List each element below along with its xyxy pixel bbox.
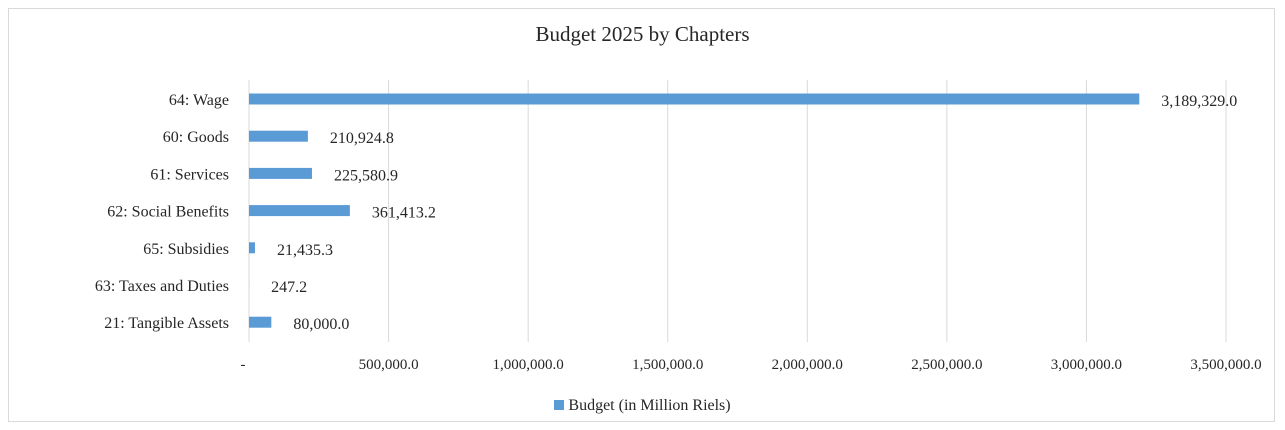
data-label: 225,580.9 — [334, 167, 398, 184]
chart-title: Budget 2025 by Chapters — [535, 22, 750, 46]
legend-label: Budget (in Million Riels) — [568, 397, 731, 414]
bar — [249, 316, 272, 328]
x-tick-label: 1,500,000.0 — [632, 357, 703, 373]
legend: Budget (in Million Riels) — [0, 397, 1285, 415]
data-label: 80,000.0 — [293, 316, 349, 333]
x-tick-label: - — [241, 357, 246, 373]
data-label: 247.2 — [271, 279, 307, 296]
x-tick-label: 3,000,000.0 — [1051, 357, 1122, 373]
chart-frame — [8, 8, 1275, 422]
category-label: 60: Goods — [163, 129, 229, 146]
x-tick-label: 2,000,000.0 — [772, 357, 843, 373]
x-tick-label: 3,500,000.0 — [1190, 357, 1261, 373]
bar — [249, 167, 312, 179]
bar — [249, 93, 1140, 105]
x-tick-label: 2,500,000.0 — [911, 357, 982, 373]
data-label: 210,924.8 — [330, 130, 394, 147]
category-label: 61: Services — [150, 166, 229, 183]
data-label: 361,413.2 — [372, 205, 436, 222]
category-label: 64: Wage — [169, 92, 229, 109]
category-label: 62: Social Benefits — [107, 204, 229, 221]
legend-swatch — [554, 400, 565, 410]
x-tick-label: 500,000.0 — [359, 357, 419, 373]
x-tick-label: 1,000,000.0 — [493, 357, 564, 373]
data-label: 3,189,329.0 — [1161, 93, 1237, 110]
category-label: 21: Tangible Assets — [104, 315, 229, 332]
bar — [249, 130, 308, 142]
bar — [249, 242, 255, 254]
data-label: 21,435.3 — [277, 242, 333, 259]
category-label: 65: Subsidies — [143, 241, 229, 258]
bar — [249, 205, 350, 217]
category-label: 63: Taxes and Duties — [95, 278, 229, 295]
